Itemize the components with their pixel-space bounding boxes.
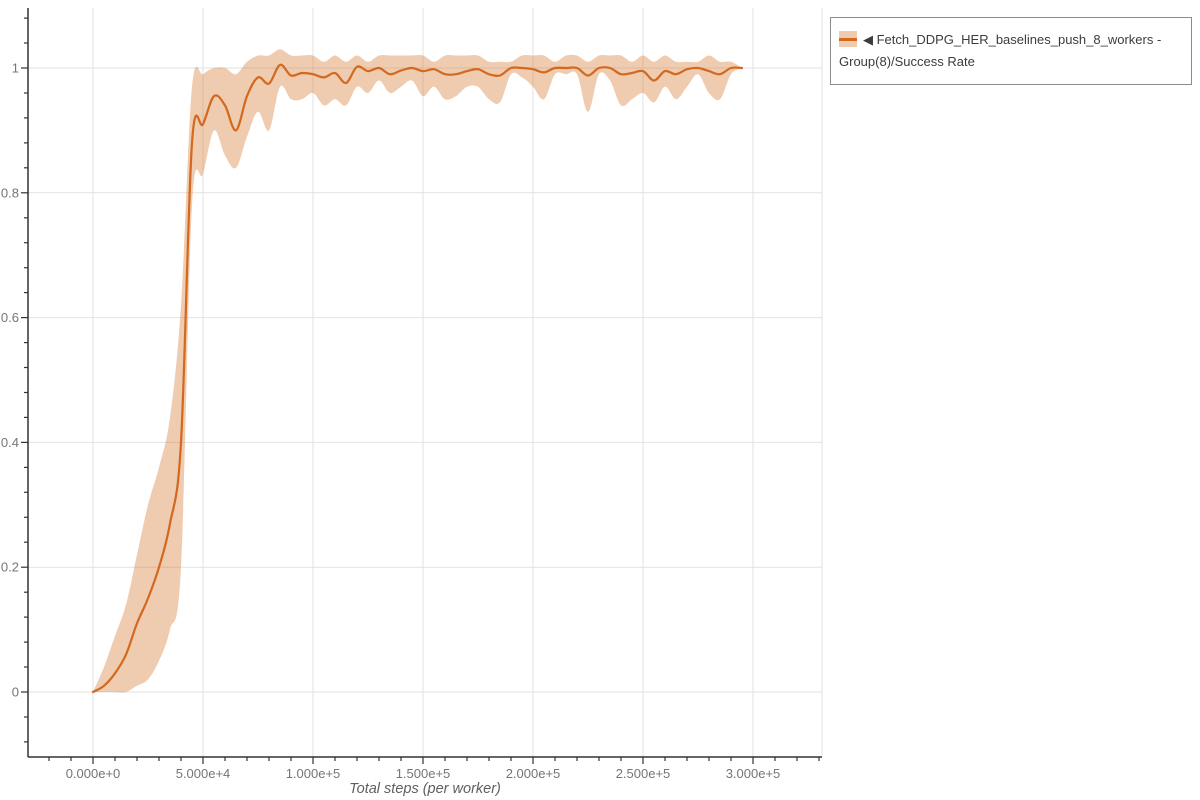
legend: ◀ Fetch_DDPG_HER_baselines_push_8_worker… bbox=[830, 17, 1192, 85]
svg-text:1.000e+5: 1.000e+5 bbox=[286, 766, 341, 781]
tick-labels: 0 0.2 0.4 0.6 0.8 1 0.000e+0 5.000e+4 1.000e+5 1.… bbox=[1, 61, 780, 782]
svg-text:0.6: 0.6 bbox=[1, 310, 19, 325]
x-axis-title: Total steps (per worker) bbox=[349, 781, 501, 797]
svg-text:2.500e+5: 2.500e+5 bbox=[616, 766, 671, 781]
svg-text:3.000e+5: 3.000e+5 bbox=[726, 766, 781, 781]
legend-swatch-band-icon bbox=[839, 31, 857, 47]
mean-line bbox=[91, 63, 744, 694]
svg-text:1.500e+5: 1.500e+5 bbox=[396, 766, 451, 781]
svg-text:0.2: 0.2 bbox=[1, 560, 19, 575]
svg-text:2.000e+5: 2.000e+5 bbox=[506, 766, 561, 781]
svg-text:0.000e+0: 0.000e+0 bbox=[66, 766, 121, 781]
svg-text:0.4: 0.4 bbox=[1, 435, 19, 450]
gridlines bbox=[28, 8, 823, 757]
svg-text:5.000e+4: 5.000e+4 bbox=[176, 766, 231, 781]
svg-text:1: 1 bbox=[12, 61, 19, 76]
legend-item[interactable]: ◀ Fetch_DDPG_HER_baselines_push_8_worker… bbox=[839, 29, 1181, 73]
confidence-band bbox=[93, 49, 742, 693]
svg-text:0.8: 0.8 bbox=[1, 185, 19, 200]
axes bbox=[27, 8, 822, 758]
svg-text:0: 0 bbox=[12, 685, 19, 700]
legend-label: ◀ Fetch_DDPG_HER_baselines_push_8_worker… bbox=[839, 32, 1162, 69]
tick-marks bbox=[21, 17, 820, 764]
legend-swatch-line-icon bbox=[839, 37, 857, 41]
